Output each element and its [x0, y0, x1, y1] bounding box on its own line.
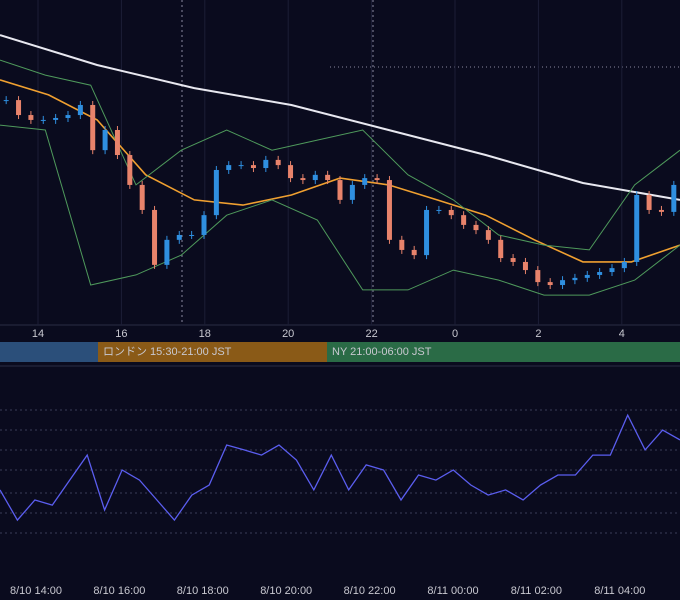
moving-average [0, 34, 680, 201]
candle [349, 184, 355, 200]
candle [3, 100, 9, 102]
session-bar [0, 342, 98, 362]
candle [325, 174, 331, 181]
candle [522, 261, 528, 271]
candle [152, 209, 158, 265]
time-label: 8/10 20:00 [260, 585, 312, 597]
candle [28, 115, 34, 120]
bollinger-band [0, 59, 680, 251]
candle [510, 258, 516, 262]
candle [658, 209, 664, 212]
time-label: 8/11 04:00 [594, 585, 645, 597]
session-label: NY 21:00-06:00 JST [332, 346, 432, 358]
candle [671, 184, 677, 212]
x-tick-label: 18 [199, 328, 211, 340]
candle [498, 239, 504, 259]
candle [374, 178, 380, 181]
session-label: ロンドン 15:30-21:00 JST [103, 346, 232, 358]
candle [386, 180, 392, 240]
candle [16, 100, 22, 116]
candle [53, 117, 59, 120]
oscillator-line [0, 413, 680, 522]
candle [65, 115, 71, 118]
x-tick-label: 0 [452, 328, 458, 340]
x-tick-label: 16 [115, 328, 127, 340]
candle [597, 272, 603, 275]
candle [312, 174, 318, 181]
x-tick-label: 2 [535, 328, 541, 340]
session-bar [327, 342, 680, 362]
time-label: 8/10 14:00 [10, 585, 62, 597]
x-tick-label: 22 [365, 328, 377, 340]
bollinger-band [0, 124, 680, 296]
candle [461, 215, 467, 225]
candle [362, 178, 368, 185]
osc-guides [0, 409, 680, 534]
candle [176, 234, 182, 240]
candle [399, 239, 405, 250]
candle [609, 268, 615, 273]
candle [473, 224, 479, 231]
candle [448, 209, 454, 216]
candle [201, 215, 207, 235]
candle [114, 130, 120, 156]
candle [424, 209, 430, 256]
candle [40, 119, 46, 121]
candle [621, 261, 627, 269]
x-tick-label: 14 [32, 328, 44, 340]
candle [238, 165, 244, 167]
candle [213, 169, 219, 216]
time-label: 8/10 16:00 [93, 585, 145, 597]
candle [411, 249, 417, 256]
candle [572, 277, 578, 281]
candle [77, 104, 83, 116]
candle [226, 165, 232, 170]
time-label: 8/10 22:00 [344, 585, 396, 597]
x-tick-label: 4 [619, 328, 625, 340]
x-tick-label: 20 [282, 328, 294, 340]
time-label: 8/11 00:00 [427, 585, 478, 597]
candle [634, 195, 640, 262]
candle [560, 280, 566, 286]
candle [288, 165, 294, 179]
candle [263, 159, 269, 169]
candle [337, 180, 343, 200]
candle [300, 178, 306, 181]
candle [275, 159, 281, 166]
candle [584, 274, 590, 278]
time-label: 8/10 18:00 [177, 585, 229, 597]
candle [535, 270, 541, 283]
time-label: 8/11 02:00 [511, 585, 562, 597]
candle [139, 184, 145, 210]
candle [90, 104, 96, 151]
candle [485, 230, 491, 240]
candle [189, 234, 195, 236]
candle [164, 239, 170, 265]
candle [250, 165, 256, 169]
candle [102, 130, 108, 151]
candle [127, 155, 133, 185]
candle [646, 195, 652, 210]
session-bar [98, 342, 327, 362]
candle [436, 209, 442, 211]
candle [547, 282, 553, 286]
